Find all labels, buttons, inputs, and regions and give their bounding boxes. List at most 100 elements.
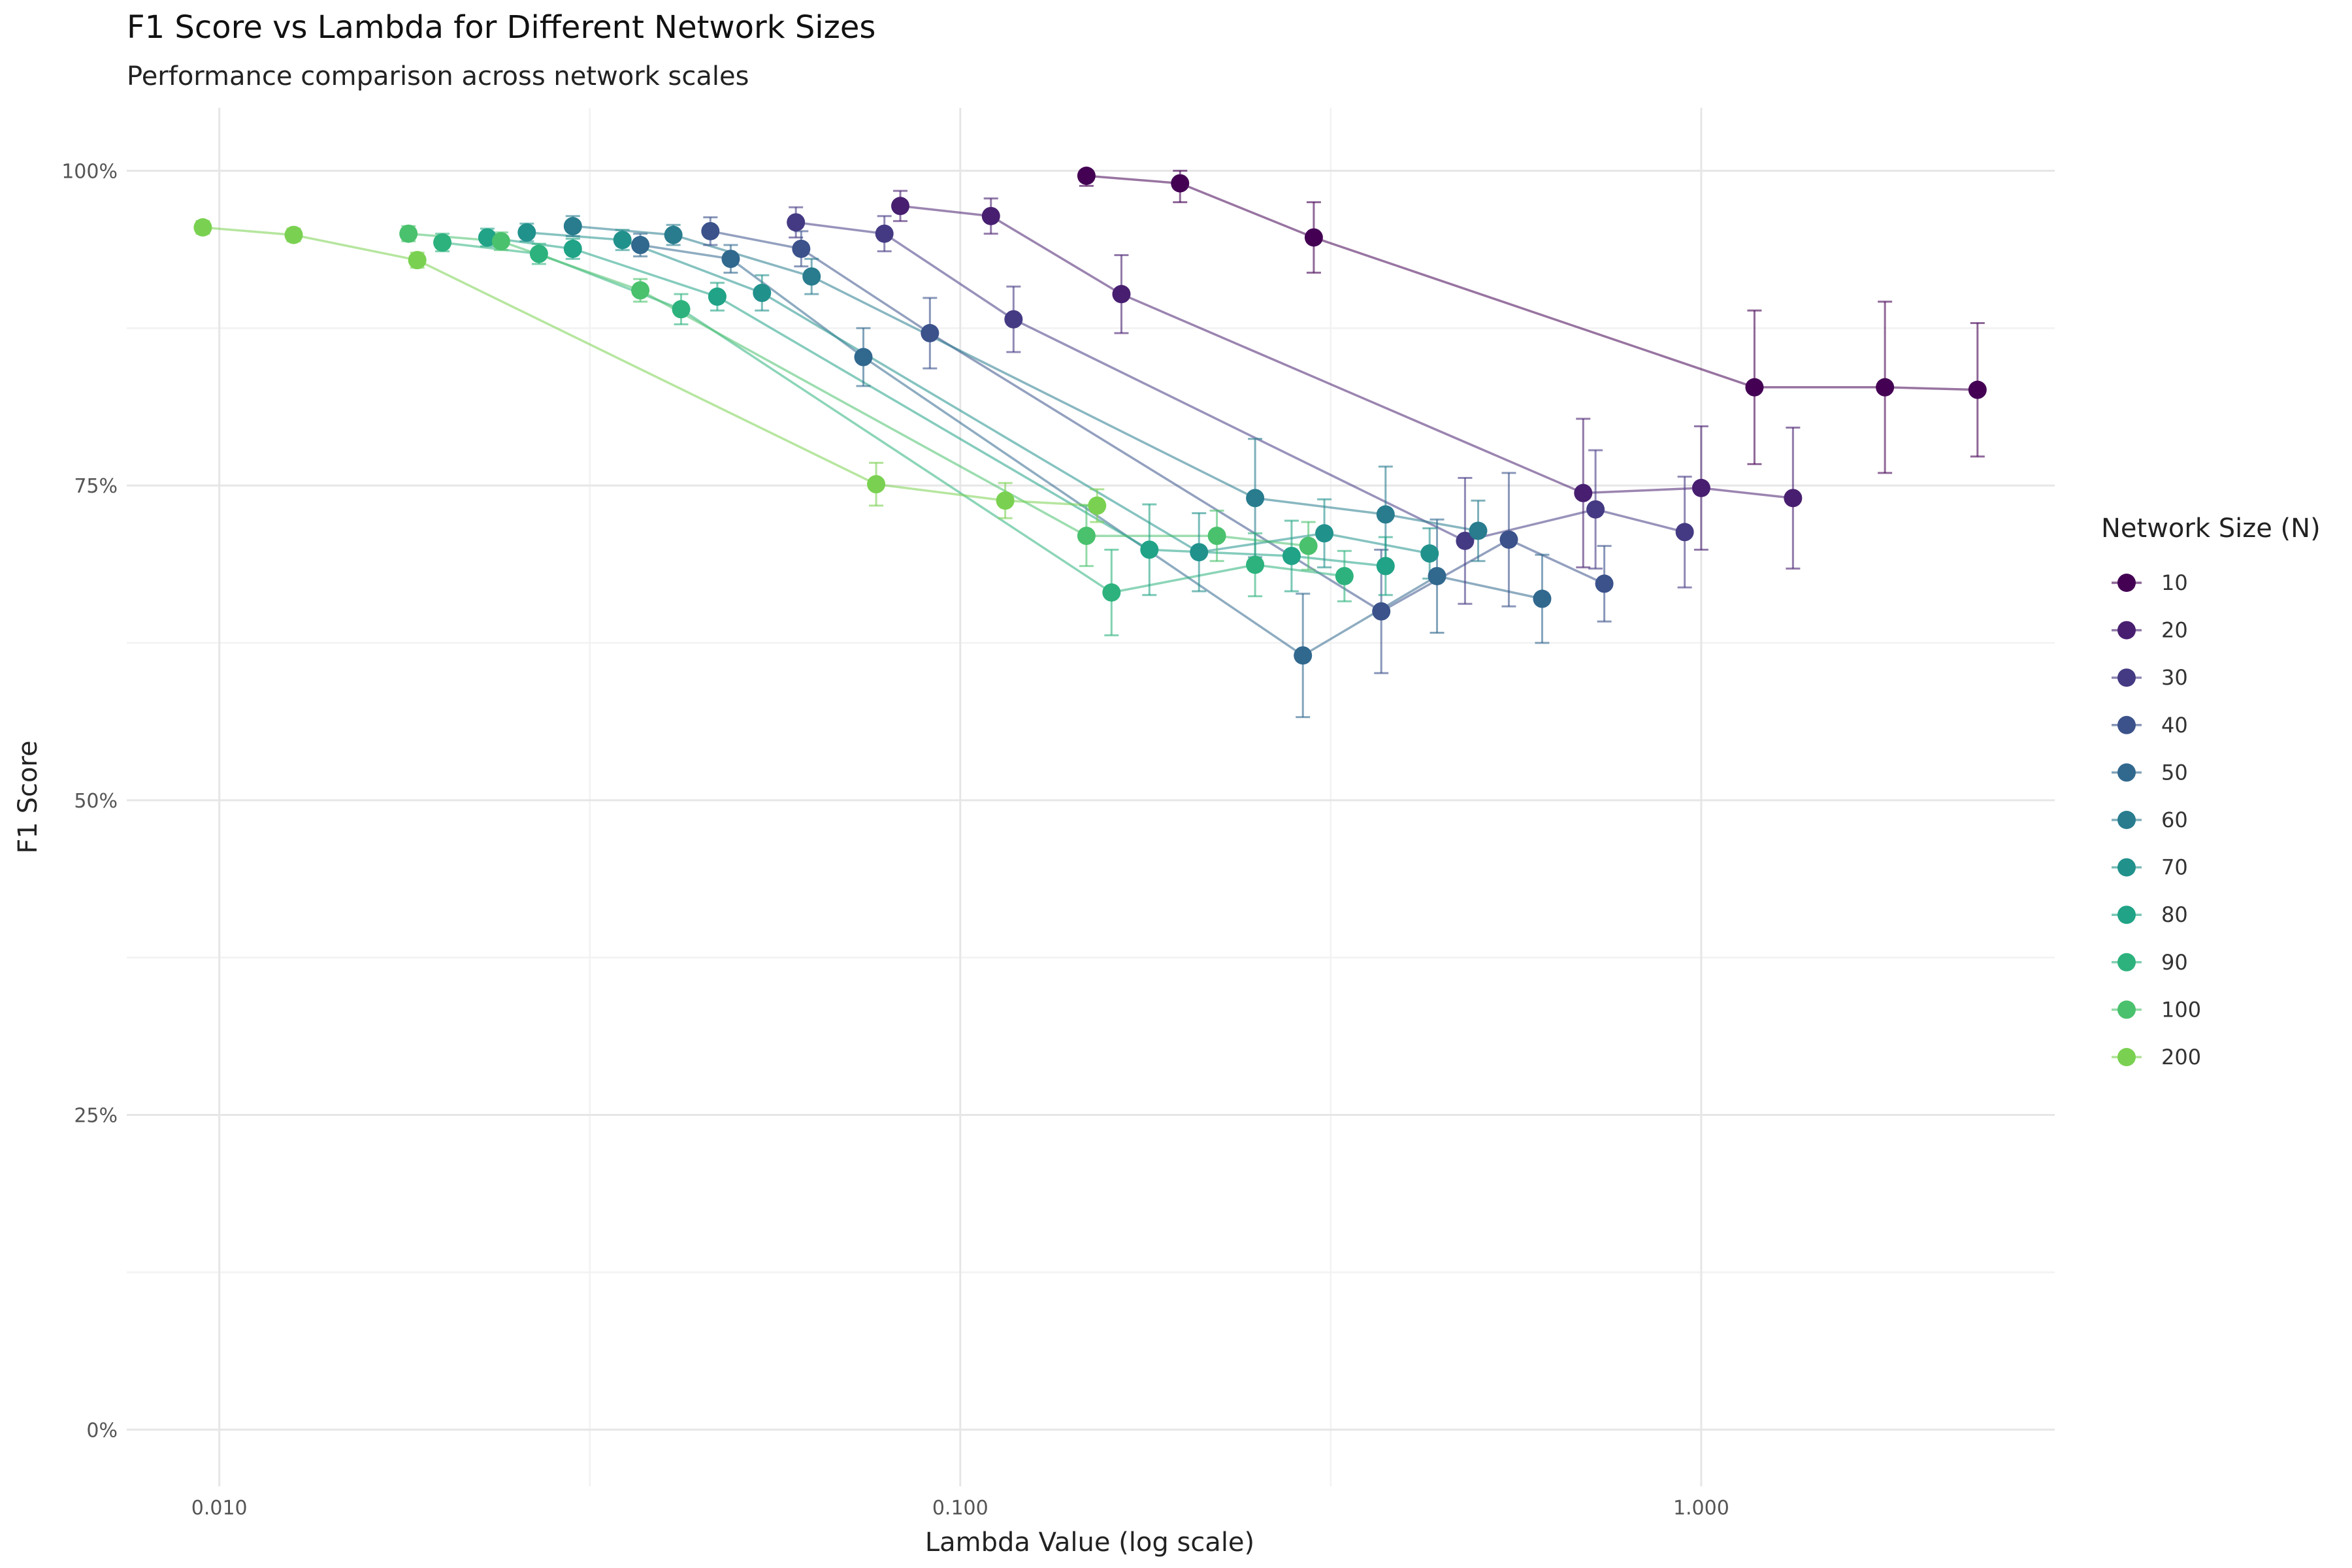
data-point-90 xyxy=(529,244,548,263)
series-line-50 xyxy=(640,244,1543,657)
data-point-200 xyxy=(867,475,886,494)
legend-item-100: 100 xyxy=(2112,997,2201,1022)
legend-item-30: 30 xyxy=(2112,665,2188,690)
series-line-20 xyxy=(900,204,1793,500)
data-point-100 xyxy=(631,281,650,300)
data-point-20 xyxy=(1574,483,1593,502)
legend-item-60: 60 xyxy=(2112,808,2188,832)
data-point-100 xyxy=(491,232,510,251)
legend-item-90: 90 xyxy=(2112,950,2188,975)
legend-key-point xyxy=(2117,1000,2136,1019)
data-point-70 xyxy=(1315,524,1334,543)
y-tick-label: 50% xyxy=(74,790,118,813)
series-line-70 xyxy=(527,231,1430,555)
data-point-70 xyxy=(1420,544,1439,563)
x-axis-ticks: 0.010 0.100 1.000 xyxy=(191,1497,1729,1520)
data-point-80 xyxy=(478,228,497,247)
data-point-200 xyxy=(408,251,427,270)
data-point-40 xyxy=(1595,574,1614,593)
data-point-200 xyxy=(284,225,303,244)
legend-label: 90 xyxy=(2161,950,2188,975)
data-point-50 xyxy=(1294,646,1313,665)
series-line-10 xyxy=(1086,174,1978,391)
data-point-40 xyxy=(1372,602,1391,621)
data-point-20 xyxy=(1112,285,1131,304)
data-point-10 xyxy=(1077,167,1096,186)
data-point-50 xyxy=(1533,589,1552,608)
legend-key-point xyxy=(2117,1048,2136,1066)
legend-item-40: 40 xyxy=(2112,713,2188,738)
data-point-50 xyxy=(631,236,650,255)
data-point-70 xyxy=(753,284,772,302)
data-point-100 xyxy=(1207,527,1226,546)
data-point-40 xyxy=(792,239,811,258)
data-point-90 xyxy=(1102,583,1121,602)
data-point-80 xyxy=(708,287,727,306)
data-point-20 xyxy=(981,206,1000,225)
data-point-70 xyxy=(517,223,536,242)
legend-key-point xyxy=(2117,811,2136,829)
data-point-10 xyxy=(1745,378,1764,397)
legend-key-point xyxy=(2117,858,2136,877)
y-tick-label: 75% xyxy=(74,475,118,498)
data-point-60 xyxy=(563,217,582,236)
data-point-80 xyxy=(1140,540,1159,559)
legend-key-point xyxy=(2117,574,2136,592)
data-point-40 xyxy=(921,323,939,342)
legend-label: 200 xyxy=(2161,1045,2201,1070)
legend-label: 80 xyxy=(2161,902,2188,927)
x-tick-label: 0.010 xyxy=(191,1497,248,1520)
data-points xyxy=(193,167,1987,665)
data-point-50 xyxy=(1428,566,1446,585)
data-point-30 xyxy=(1004,310,1023,329)
data-point-60 xyxy=(1469,521,1488,540)
data-point-80 xyxy=(1282,546,1301,565)
x-tick-label: 1.000 xyxy=(1673,1497,1729,1520)
legend-key-point xyxy=(2117,621,2136,640)
chart-subtitle: Performance comparison across network sc… xyxy=(127,61,749,91)
data-point-30 xyxy=(875,224,894,243)
data-point-40 xyxy=(701,221,720,240)
y-tick-label: 0% xyxy=(86,1419,118,1442)
data-point-10 xyxy=(1304,228,1323,247)
legend-label: 10 xyxy=(2161,570,2188,595)
legend-label: 70 xyxy=(2161,855,2188,880)
x-axis-label: Lambda Value (log scale) xyxy=(925,1527,1254,1558)
grid xyxy=(127,108,2055,1486)
data-point-10 xyxy=(1876,378,1895,397)
y-axis-ticks: 0% 25% 50% 75% 100% xyxy=(61,160,118,1442)
data-point-70 xyxy=(613,231,632,250)
data-point-90 xyxy=(672,300,691,319)
data-point-20 xyxy=(1784,489,1803,508)
legend-label: 50 xyxy=(2161,760,2188,785)
data-point-60 xyxy=(664,225,683,244)
data-point-90 xyxy=(1246,555,1265,574)
data-point-40 xyxy=(1499,530,1518,549)
data-point-50 xyxy=(854,348,873,367)
data-point-200 xyxy=(1088,496,1107,515)
legend-key-point xyxy=(2117,953,2136,972)
data-point-200 xyxy=(193,218,212,237)
legend-label: 30 xyxy=(2161,665,2188,690)
data-point-60 xyxy=(1376,505,1395,524)
legend-item-10: 10 xyxy=(2112,570,2188,595)
data-point-100 xyxy=(1299,536,1318,555)
data-point-10 xyxy=(1171,174,1190,193)
series-line-60 xyxy=(572,225,1478,532)
legend-item-80: 80 xyxy=(2112,902,2188,927)
legend-item-50: 50 xyxy=(2112,760,2188,785)
legend-item-20: 20 xyxy=(2112,618,2188,643)
data-point-20 xyxy=(891,197,910,216)
series-line-40 xyxy=(710,230,1605,613)
data-point-30 xyxy=(1456,531,1475,550)
legend-title: Network Size (N) xyxy=(2101,514,2321,544)
data-point-90 xyxy=(1335,566,1354,585)
y-axis-label: F1 Score xyxy=(13,740,43,853)
legend-label: 20 xyxy=(2161,618,2188,643)
data-point-30 xyxy=(1586,500,1605,519)
y-tick-label: 100% xyxy=(61,160,118,183)
data-point-50 xyxy=(721,250,740,269)
data-point-200 xyxy=(996,491,1015,510)
data-point-60 xyxy=(1246,489,1265,508)
